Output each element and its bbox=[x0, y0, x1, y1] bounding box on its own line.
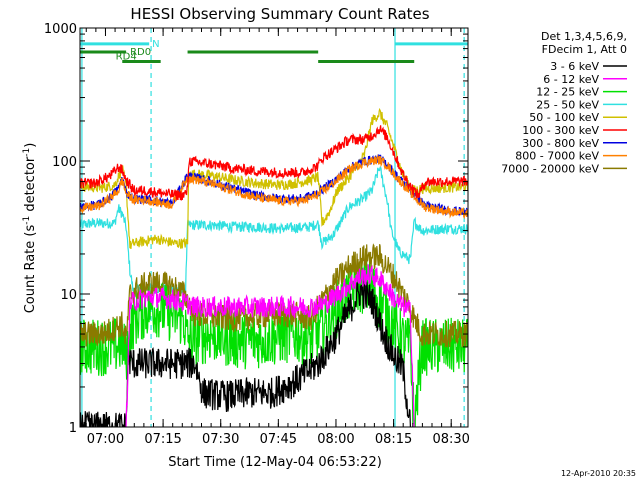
y-axis: 1 10 100 1000 bbox=[44, 22, 468, 436]
x-axis-title: Start Time (12-May-04 06:53:22) bbox=[168, 455, 382, 470]
series-line-1 bbox=[125, 264, 415, 427]
y-axis-title-sup1: -1 bbox=[22, 216, 32, 225]
legend-label: 50 - 100 keV bbox=[529, 111, 599, 124]
x-tick-label: 08:00 bbox=[317, 432, 354, 447]
legend-header-line1: Det 1,3,4,5,6,9, bbox=[541, 30, 627, 43]
legend-label: 12 - 25 keV bbox=[536, 86, 599, 99]
legend-header-line2: FDecim 1, Att 0 bbox=[542, 43, 627, 56]
x-tick-label: 07:45 bbox=[260, 432, 297, 447]
legend-label: 7000 - 20000 keV bbox=[501, 162, 599, 175]
plot-frame bbox=[79, 27, 469, 428]
x-tick-label: 08:30 bbox=[432, 432, 469, 447]
series-line-5 bbox=[80, 125, 468, 201]
legend-label: 25 - 50 keV bbox=[536, 98, 599, 111]
series-line-8 bbox=[80, 243, 468, 348]
y-tick-label: 1000 bbox=[44, 22, 77, 37]
markers-layer bbox=[81, 28, 465, 427]
legend-label: 6 - 12 keV bbox=[543, 73, 599, 86]
series-layer bbox=[80, 107, 468, 427]
y-axis-title-sup2: -1 bbox=[22, 148, 32, 157]
x-tick-label: 08:15 bbox=[375, 432, 412, 447]
flag-label-n: N bbox=[152, 39, 159, 50]
flag-label-rd4: RD4 bbox=[116, 51, 137, 62]
legend-label: 100 - 300 keV bbox=[522, 124, 599, 137]
legend-label: 800 - 7000 keV bbox=[515, 150, 599, 163]
x-tick-label: 07:15 bbox=[144, 432, 181, 447]
y-axis-title-part3: ) bbox=[23, 143, 38, 148]
series-line-0 bbox=[80, 280, 411, 427]
x-tick-label: 07:00 bbox=[87, 432, 124, 447]
footer-timestamp: 12-Apr-2010 20:35 bbox=[561, 469, 636, 478]
series-line-7 bbox=[80, 154, 468, 220]
y-tick-label: 100 bbox=[52, 155, 77, 170]
y-axis-title-part1: Count Rate (s bbox=[23, 225, 38, 314]
legend: Det 1,3,4,5,6,9, FDecim 1, Att 0 3 - 6 k… bbox=[501, 30, 627, 175]
x-tick-label: 07:30 bbox=[202, 432, 239, 447]
legend-label: 3 - 6 keV bbox=[550, 60, 599, 73]
y-axis-title: Count Rate (s-1 detector-1) bbox=[22, 143, 38, 314]
y-axis-title-part2: detector bbox=[23, 156, 38, 216]
x-axis: 07:00 07:15 07:30 07:45 08:00 08:15 08:30 bbox=[85, 28, 470, 447]
chart-title: HESSI Observing Summary Count Rates bbox=[130, 5, 429, 23]
flag-label-rd0: RD0 bbox=[130, 47, 151, 58]
legend-label: 300 - 800 keV bbox=[522, 137, 599, 150]
y-tick-label: 1 bbox=[69, 421, 77, 436]
y-tick-label: 10 bbox=[60, 288, 77, 303]
